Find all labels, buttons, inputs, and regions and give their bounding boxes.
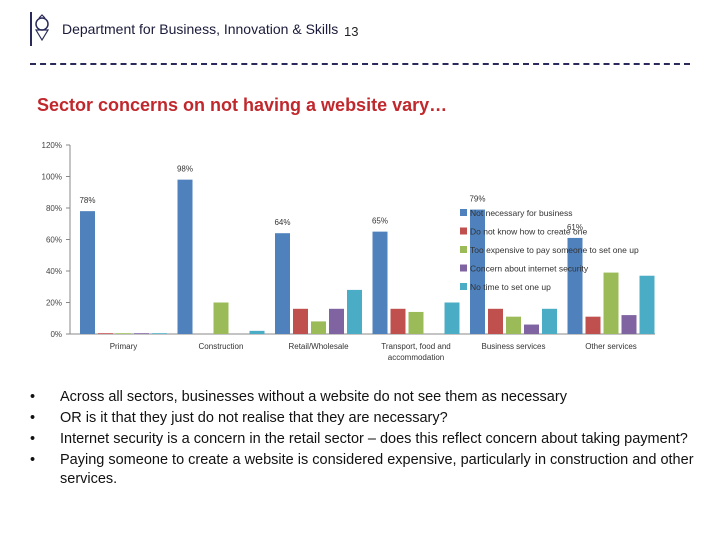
bar-4-2 <box>347 289 362 334</box>
x-category-label: Other services <box>585 342 637 351</box>
bar-2-4 <box>506 316 521 334</box>
bar-2-5 <box>603 272 619 334</box>
sector-concerns-bar-chart: 0% 20% 40% 60% 80% 100% 120% 78% 98% 64% 65% 79% 61%… <box>42 141 655 362</box>
bar-3-0 <box>134 333 149 334</box>
y-tick-label: 20% <box>46 299 62 308</box>
bar-4-0 <box>152 333 167 334</box>
x-category-label: Retail/Wholesale <box>288 342 349 351</box>
bullet-text: Across all sectors, businesses without a… <box>60 389 567 405</box>
bar-0-4 <box>470 209 485 334</box>
bullet-list: • Across all sectors, businesses without … <box>30 388 700 491</box>
bullet-text: Paying someone to create a website is co… <box>60 452 694 487</box>
bar-4-5 <box>639 275 655 334</box>
header-rule <box>30 63 690 65</box>
bar-0-2 <box>275 233 290 334</box>
bar-3-5 <box>621 315 637 334</box>
bar-2-2 <box>311 321 326 334</box>
y-tick-label: 80% <box>46 204 62 213</box>
x-category-label: Construction <box>199 342 244 351</box>
bar-1-4 <box>488 308 503 334</box>
bullet-item: • OR is it that they just do not realise … <box>30 409 700 428</box>
legend-swatch <box>460 283 467 290</box>
bar-1-5 <box>585 316 601 334</box>
bar-1-3 <box>390 308 406 334</box>
bar-0-0 <box>80 211 95 334</box>
legend-label: Too expensive to pay someone to set one … <box>470 245 639 255</box>
legend-swatch <box>460 246 467 253</box>
bar-2-0 <box>116 333 131 334</box>
y-tick-label: 60% <box>46 236 62 245</box>
bullet-marker: • <box>30 389 36 405</box>
bullet-item: • Paying someone to create a website is c… <box>30 451 700 489</box>
data-label: 61% <box>567 223 583 232</box>
x-category-label: Transport, food and <box>381 342 451 351</box>
data-label: 98% <box>177 165 193 174</box>
y-tick-label: 100% <box>42 173 62 182</box>
bar-0-3 <box>372 231 388 334</box>
bullet-item: • Across all sectors, businesses without … <box>30 388 700 407</box>
bar-4-1 <box>249 330 265 334</box>
legend-swatch <box>460 227 467 235</box>
legend-label: Concern about internet security <box>470 264 589 274</box>
legend-swatch <box>460 209 467 216</box>
bar-0-5 <box>567 237 583 334</box>
x-category-label: Business services <box>481 342 545 351</box>
bar-4-3 <box>444 302 460 334</box>
bullet-marker: • <box>30 410 36 426</box>
bullet-text: Internet security is a concern in the re… <box>60 431 688 447</box>
data-label: 64% <box>274 218 290 227</box>
y-tick-label: 120% <box>42 141 62 150</box>
x-category-label: Primary <box>110 342 138 351</box>
legend-label: Do not know how to create one <box>470 227 587 237</box>
data-label: 79% <box>469 195 485 204</box>
legend-label: No time to set one up <box>470 282 551 292</box>
bar-0-1 <box>177 179 193 334</box>
slide-title: Sector concerns on not having a website … <box>37 95 448 115</box>
y-tick-label: 40% <box>46 267 62 276</box>
bar-4-4 <box>542 308 557 334</box>
bullet-text: OR is it that they just do not realise t… <box>60 410 448 426</box>
bar-3-2 <box>329 308 344 334</box>
bullet-item: • Internet security is a concern in the r… <box>30 430 700 449</box>
legend-swatch <box>460 264 467 272</box>
page-number: 13 <box>344 24 359 39</box>
bar-3-4 <box>524 324 539 334</box>
header-bar: Department for Business, Innovation & Sk… <box>0 0 720 62</box>
department-name: Department for Business, Innovation & Sk… <box>62 21 339 37</box>
bar-1-0 <box>98 333 113 334</box>
bar-1-2 <box>293 308 308 334</box>
legend-label: Not necessary for business <box>470 208 573 218</box>
royal-crest-icon <box>34 14 50 42</box>
data-label: 65% <box>372 217 388 226</box>
bullet-marker: • <box>30 452 36 468</box>
x-category-label: accommodation <box>388 353 444 362</box>
data-label: 78% <box>79 196 95 205</box>
y-tick-label: 0% <box>50 330 62 339</box>
bar-2-1 <box>213 302 229 334</box>
header-divider <box>30 12 32 46</box>
bullet-marker: • <box>30 431 36 447</box>
bar-2-3 <box>408 311 424 334</box>
